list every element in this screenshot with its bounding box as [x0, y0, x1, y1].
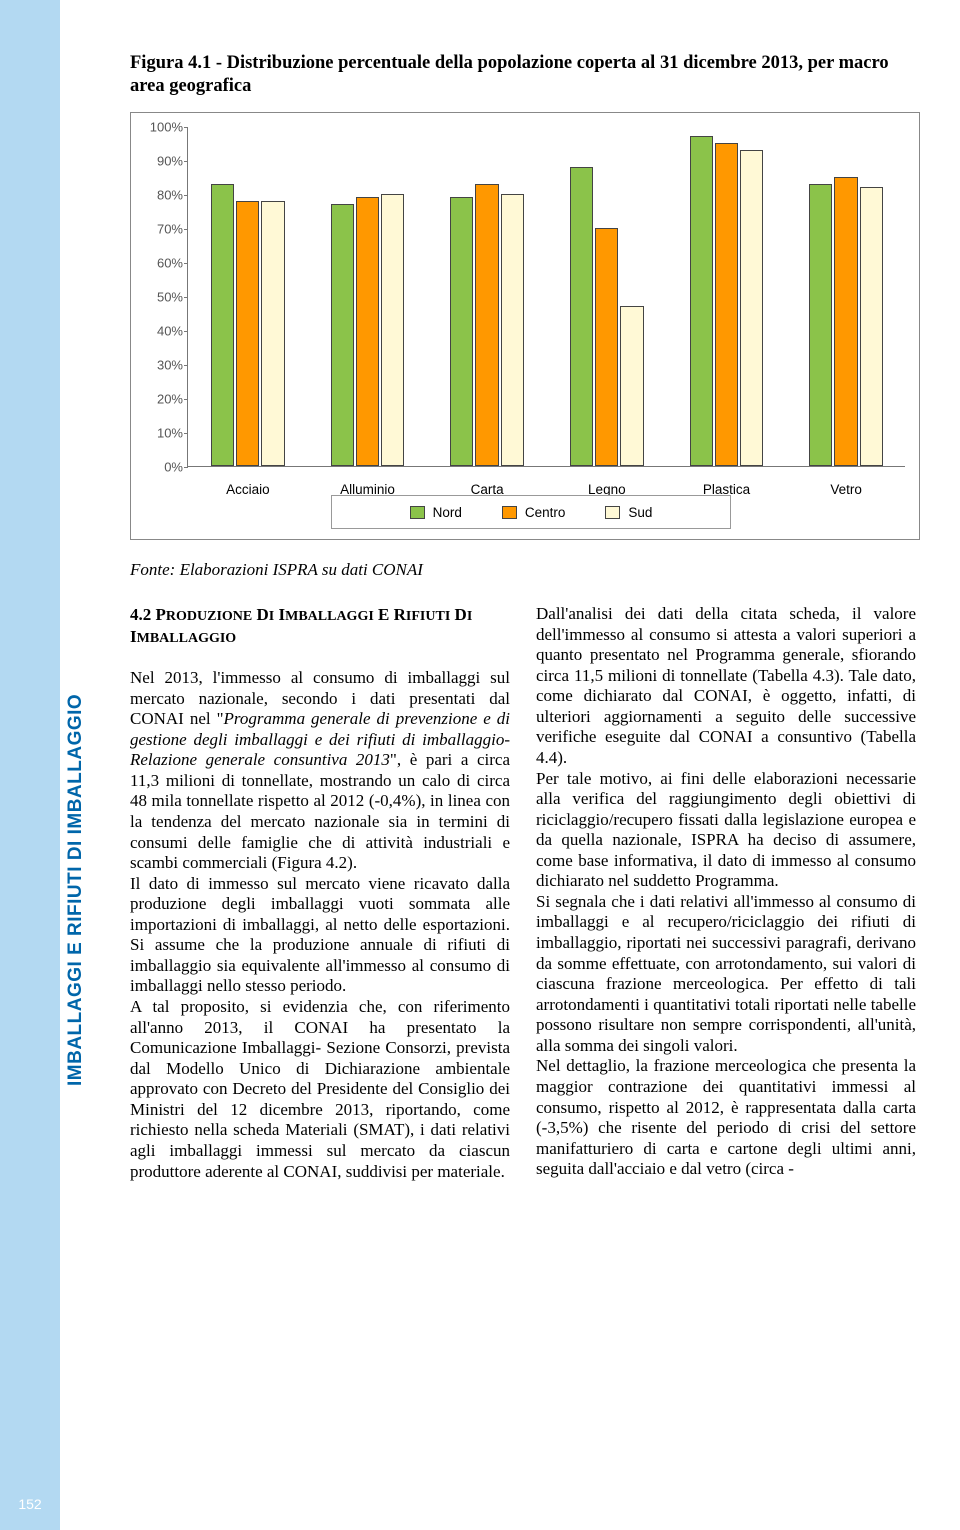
- bar: [690, 136, 713, 466]
- bar: [740, 150, 763, 466]
- body-left-column: Nel 2013, l'immesso al consumo di imball…: [130, 668, 510, 1182]
- y-tick-label: 20%: [138, 392, 188, 407]
- bar: [809, 184, 832, 466]
- y-tick-label: 70%: [138, 222, 188, 237]
- bar: [331, 204, 354, 466]
- bar-group: [690, 136, 764, 466]
- legend-swatch: [502, 506, 517, 519]
- y-tick-label: 30%: [138, 358, 188, 373]
- bar: [261, 201, 284, 466]
- y-tick-label: 80%: [138, 188, 188, 203]
- y-tick-label: 100%: [138, 120, 188, 135]
- y-tick-label: 40%: [138, 324, 188, 339]
- legend-item: Sud: [605, 505, 652, 520]
- y-tick-label: 90%: [138, 154, 188, 169]
- section-heading: 4.2 PRODUZIONE DI IMBALLAGGI E RIFIUTI D…: [130, 604, 510, 647]
- bar: [834, 177, 857, 466]
- legend-item: Nord: [410, 505, 462, 520]
- x-tick-label: Vetro: [796, 482, 896, 497]
- bar: [620, 306, 643, 466]
- bar: [381, 194, 404, 466]
- legend-swatch: [605, 506, 620, 519]
- legend-item: Centro: [502, 505, 566, 520]
- bar-group: [570, 167, 644, 466]
- bar: [595, 228, 618, 466]
- chart-source: Fonte: Elaborazioni ISPRA su dati CONAI: [130, 560, 423, 580]
- bar: [501, 194, 524, 466]
- sidebar-tab: 152: [0, 0, 60, 1530]
- y-tick-label: 60%: [138, 256, 188, 271]
- body-right-column: Dall'analisi dei dati della citata sched…: [536, 604, 916, 1180]
- figure-caption: Figura 4.1 - Distribuzione percentuale d…: [130, 52, 920, 98]
- bar-group: [211, 184, 285, 466]
- y-tick-label: 0%: [138, 460, 188, 475]
- chart-legend: Nord Centro Sud: [331, 495, 731, 529]
- chart-container: 0% 10% 20% 30% 40% 50% 60% 70% 80% 90% 100% Acciaio…: [130, 112, 920, 540]
- chart-plot: 0%10%20%30%40%50%60%70%80%90%100%Acciaio…: [187, 127, 905, 467]
- y-tick-label: 50%: [138, 290, 188, 305]
- bars-layer: [188, 127, 905, 466]
- bar: [475, 184, 498, 466]
- bar: [715, 143, 738, 466]
- bar-group: [809, 177, 883, 466]
- bar: [450, 197, 473, 466]
- bar: [570, 167, 593, 466]
- bar-group: [450, 184, 524, 466]
- bar-group: [331, 194, 405, 466]
- bar: [236, 201, 259, 466]
- legend-label: Centro: [525, 505, 566, 520]
- bar: [860, 187, 883, 466]
- x-tick-label: Acciaio: [198, 482, 298, 497]
- page-number: 152: [12, 1496, 48, 1512]
- legend-label: Nord: [433, 505, 462, 520]
- y-tick-label: 10%: [138, 426, 188, 441]
- legend-swatch: [410, 506, 425, 519]
- sidebar-label: IMBALLAGGI E RIFIUTI DI IMBALLAGGIO: [65, 590, 110, 1190]
- bar: [211, 184, 234, 466]
- bar: [356, 197, 379, 466]
- legend-label: Sud: [628, 505, 652, 520]
